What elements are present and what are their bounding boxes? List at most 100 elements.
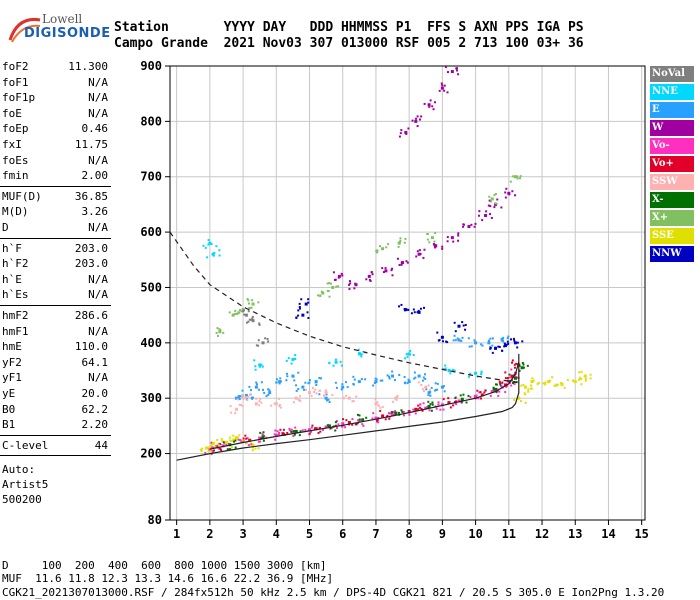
echo-point <box>202 244 205 247</box>
x-tick-label: 15 <box>634 527 648 541</box>
data-point <box>357 419 361 423</box>
param-separator <box>0 434 111 436</box>
echo-point <box>340 364 343 367</box>
param-key: hmF2 <box>2 309 29 322</box>
echo-point <box>511 175 514 178</box>
echo-point <box>267 340 270 343</box>
y-tick-label: 200 <box>140 447 162 461</box>
echo-point <box>297 314 300 317</box>
echo-point <box>246 399 249 402</box>
echo-point <box>490 216 493 219</box>
echo-point <box>381 379 384 382</box>
echo-point <box>505 385 508 388</box>
echo-point <box>424 377 427 380</box>
echo-point <box>521 362 524 365</box>
echo-point <box>560 381 563 384</box>
echo-point <box>225 443 228 446</box>
data-point <box>417 374 421 378</box>
x-tick-label: 9 <box>439 527 446 541</box>
legend-item-vo-: Vo+ <box>650 156 694 172</box>
echo-point <box>406 382 409 385</box>
echo-point <box>308 432 311 435</box>
echo-point <box>299 399 302 402</box>
param-value: 0.46 <box>81 122 109 136</box>
echo-point <box>248 318 251 321</box>
echo-point <box>317 294 320 297</box>
echo-point <box>293 379 296 382</box>
echo-point <box>454 330 457 333</box>
echo-point <box>473 225 476 228</box>
echo-point <box>469 396 472 399</box>
echo-point <box>318 376 321 379</box>
data-point <box>361 418 365 422</box>
echo-point <box>278 431 281 434</box>
echo-point <box>393 379 396 382</box>
data-point <box>513 175 517 179</box>
data-point <box>341 422 345 426</box>
echo-point <box>498 381 501 384</box>
echo-point <box>408 409 411 412</box>
echo-point <box>437 403 440 406</box>
echo-point <box>506 377 509 380</box>
echo-point <box>514 366 517 369</box>
param-value: N/A <box>88 288 108 302</box>
echo-point <box>488 195 491 198</box>
echo-point <box>255 397 258 400</box>
echo-point <box>204 451 207 454</box>
echo-point <box>505 187 508 190</box>
echo-point <box>417 408 420 411</box>
echo-point <box>349 282 352 285</box>
echo-point <box>478 210 481 213</box>
echo-point <box>427 394 430 397</box>
data-point <box>258 363 262 367</box>
echo-point <box>523 392 526 395</box>
data-point <box>374 416 378 420</box>
echo-point <box>237 438 240 441</box>
echo-point <box>442 385 445 388</box>
param-separator <box>0 305 111 306</box>
echo-point <box>515 362 518 365</box>
echo-point <box>429 99 432 102</box>
echo-point <box>306 311 309 314</box>
echo-point <box>375 250 378 253</box>
echo-point <box>477 397 480 400</box>
param-value: 203.0 <box>74 257 108 271</box>
echo-point <box>517 397 520 400</box>
param-row: B1 2.20 <box>2 418 108 431</box>
data-point <box>447 401 451 405</box>
y-tick-label: 80 <box>148 513 162 527</box>
echo-point <box>428 409 431 412</box>
echo-point <box>260 401 263 404</box>
echo-point <box>404 357 407 360</box>
echo-point <box>441 340 444 343</box>
echo-point <box>342 418 345 421</box>
echo-point <box>240 440 243 443</box>
echo-point <box>420 115 423 118</box>
echo-point <box>415 117 418 120</box>
echo-point <box>446 71 449 74</box>
series-noval <box>242 309 270 347</box>
echo-point <box>489 213 492 216</box>
echo-point <box>457 234 460 237</box>
echo-point <box>529 387 532 390</box>
echo-point <box>400 263 403 266</box>
echo-point <box>299 395 302 398</box>
echo-point <box>442 408 445 411</box>
echo-point <box>265 395 268 398</box>
echo-point <box>508 373 511 376</box>
echo-point <box>584 379 587 382</box>
echo-point <box>473 339 476 342</box>
echo-point <box>508 376 511 379</box>
param-row: hmF2 286.6 <box>2 309 108 322</box>
echo-point <box>248 307 251 310</box>
echo-point <box>236 436 239 439</box>
series-e <box>234 334 510 404</box>
echo-point <box>526 364 529 367</box>
echo-point <box>328 361 331 364</box>
echo-point <box>508 380 511 383</box>
echo-point <box>496 390 499 393</box>
echo-point <box>348 421 351 424</box>
echo-point <box>248 385 251 388</box>
echo-point <box>211 451 214 454</box>
echo-point <box>292 435 295 438</box>
